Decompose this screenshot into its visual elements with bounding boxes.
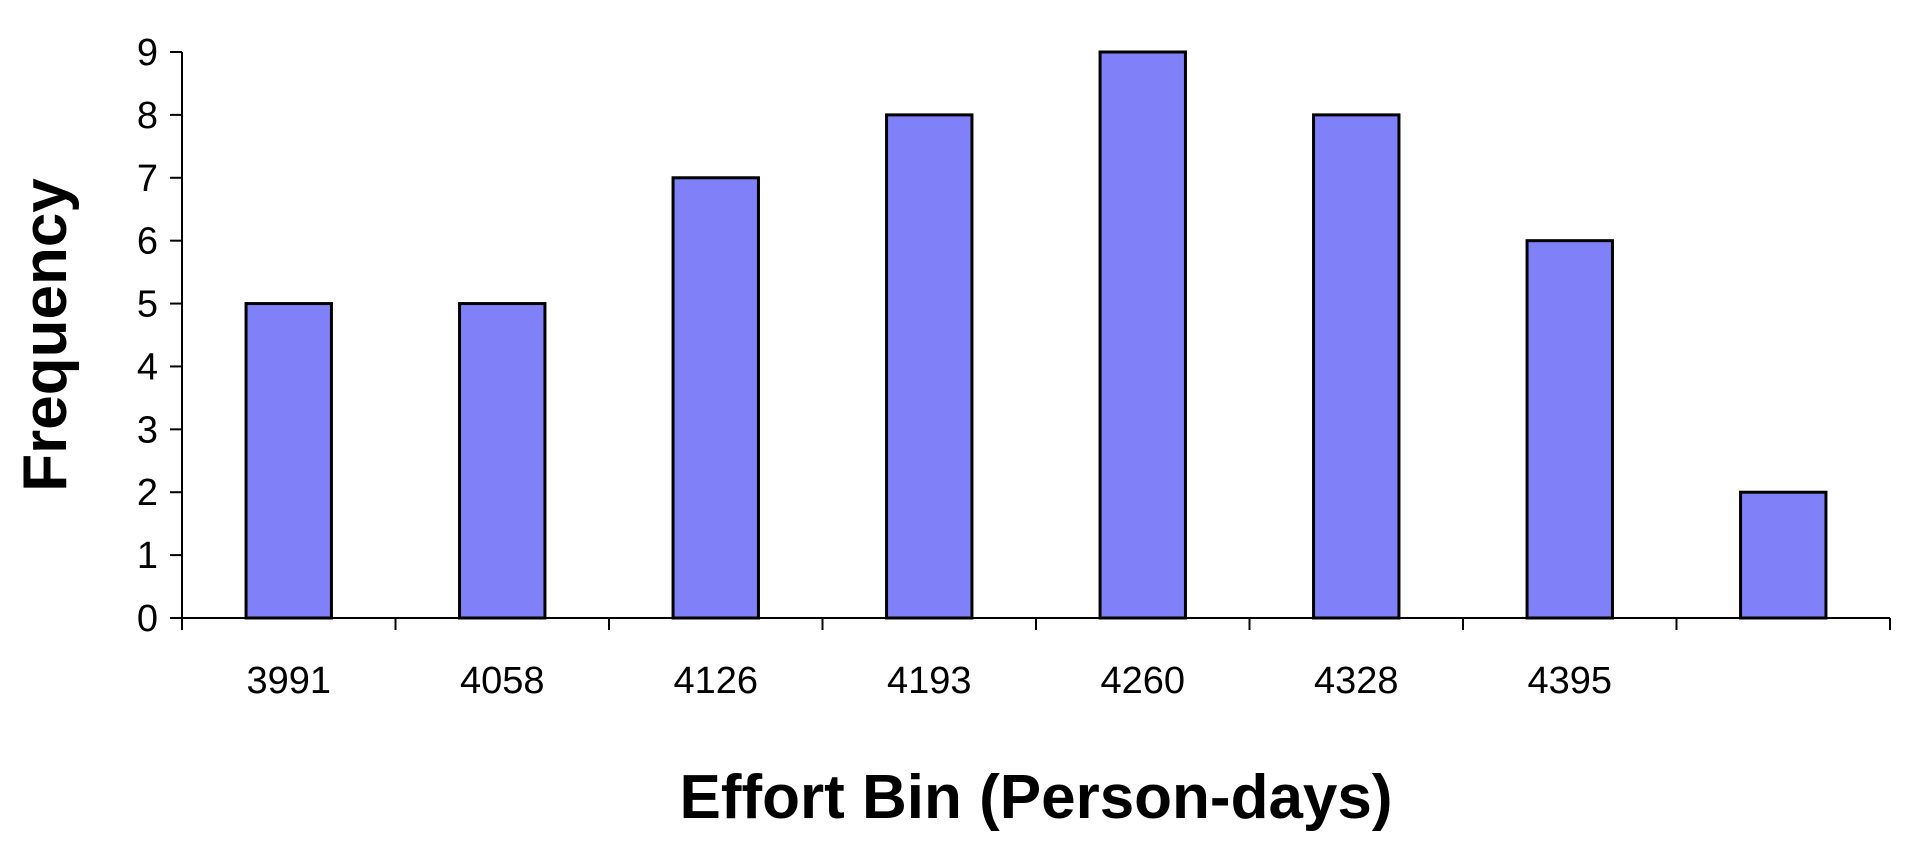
x-tick-label: 4260 (1100, 660, 1185, 702)
x-axis: 3991 4058 4126 4193 4260 4328 4395 (181, 617, 1891, 702)
x-axis-title: Effort Bin (Person-days) (679, 763, 1392, 832)
y-tick-label: 6 (137, 221, 158, 263)
bar (1098, 50, 1187, 620)
y-axis-title: Frequency (11, 178, 80, 492)
y-tick-label: 2 (137, 472, 158, 514)
x-tick-label: 4126 (673, 660, 758, 702)
y-tick-label: 5 (137, 284, 158, 326)
y-tick-label: 9 (137, 32, 158, 74)
bar (885, 113, 974, 620)
y-tick-label: 3 (137, 409, 158, 451)
x-tick-label: 4328 (1314, 660, 1399, 702)
bar (458, 302, 547, 620)
x-tick-label: 4058 (460, 660, 545, 702)
x-tick-label: 3991 (246, 660, 331, 702)
bar (671, 176, 760, 620)
y-tick-label: 1 (137, 535, 158, 577)
x-tick-label: 4193 (887, 660, 972, 702)
bars-layer (244, 50, 1828, 620)
bar (1739, 490, 1828, 620)
y-tick-label: 4 (137, 346, 158, 388)
bar (1312, 113, 1401, 620)
bar (244, 302, 333, 620)
y-tick-label: 8 (137, 95, 158, 137)
bar (1525, 239, 1614, 620)
x-tick-label: 4395 (1527, 660, 1612, 702)
y-tick-label: 0 (137, 598, 158, 640)
y-tick-label: 7 (137, 158, 158, 200)
y-axis: 0 1 2 3 4 5 6 7 8 9 (137, 32, 183, 640)
